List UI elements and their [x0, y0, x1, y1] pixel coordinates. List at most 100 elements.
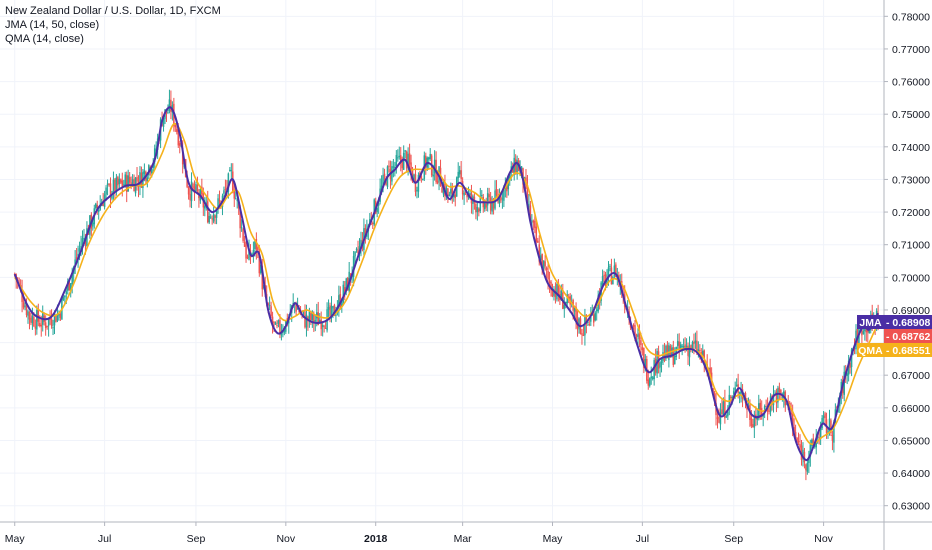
candle-body: [791, 414, 794, 426]
candle-body: [526, 185, 529, 204]
candle-body: [420, 176, 423, 179]
candle-body: [760, 408, 763, 417]
candle-body: [53, 312, 56, 326]
candle-body: [274, 322, 277, 325]
symbol-title[interactable]: New Zealand Dollar / U.S. Dollar, 1D, FX…: [5, 5, 221, 17]
candle-body: [777, 388, 779, 403]
candle-body: [520, 166, 523, 171]
candle-body: [766, 407, 769, 412]
candle-body: [186, 176, 188, 187]
candle-body: [261, 265, 264, 290]
candle-body: [273, 321, 275, 324]
candle-body: [128, 177, 131, 183]
candle-body: [793, 427, 795, 433]
qma-line: [14, 122, 879, 445]
candle-body: [268, 305, 271, 307]
candle-body: [47, 318, 50, 327]
candle-body: [644, 359, 647, 367]
candle-body: [815, 439, 817, 448]
time-tick-label: May: [543, 533, 564, 545]
candle-body: [146, 177, 149, 182]
price-tick-label: 0.70000: [892, 272, 930, 284]
candle-body: [721, 409, 723, 415]
candle-body: [68, 279, 70, 291]
candle-body: [539, 255, 542, 261]
candle-body: [99, 204, 101, 210]
candle-body: [234, 198, 237, 200]
candle-body: [59, 314, 62, 318]
candle-body: [317, 312, 319, 326]
candle-body: [488, 194, 490, 198]
candle-body: [463, 193, 465, 196]
candle-body: [80, 245, 82, 251]
candle-body: [211, 218, 213, 220]
candle-body: [719, 411, 722, 425]
candle-body: [380, 185, 383, 190]
candle-body: [64, 295, 66, 298]
candle-body: [408, 153, 411, 165]
candle-body: [666, 345, 669, 358]
qma-price-tag-label: QMA: [858, 345, 883, 357]
candle-body: [679, 344, 682, 349]
candle-body: [495, 189, 498, 196]
candle-body: [239, 209, 241, 229]
candle-body: [31, 315, 34, 324]
candle-body: [867, 330, 869, 333]
candle-body: [69, 283, 72, 292]
candle-body: [254, 241, 256, 249]
candle-body: [545, 267, 548, 271]
candle-body: [109, 183, 112, 198]
qma-indicator-label[interactable]: QMA (14, close): [5, 33, 84, 45]
price-axis[interactable]: 0.78000 0.77000 0.76000 0.75000 0.74000 0.730…: [883, 0, 930, 550]
candle-body: [193, 186, 196, 193]
qma-price-tag-value: - 0.68551: [886, 345, 931, 357]
candle-body: [223, 190, 225, 194]
candle-body: [676, 340, 679, 346]
candle-body: [511, 166, 514, 173]
candle-body: [344, 287, 346, 292]
candle-body: [690, 345, 692, 351]
candle-body: [593, 314, 595, 323]
candle-body: [341, 303, 343, 308]
candle-body: [797, 441, 800, 443]
candle-body: [862, 331, 865, 334]
candle-body: [581, 333, 583, 335]
time-tick-label: Nov: [276, 533, 295, 545]
time-axis[interactable]: May Jul Sep Nov 2018 Mar May Jul Sep Nov: [0, 521, 932, 545]
candle-body: [314, 320, 317, 322]
candle-body: [401, 160, 403, 169]
candle-body: [702, 350, 704, 358]
candle-body: [500, 196, 502, 201]
candle-body: [697, 349, 700, 353]
candle-body: [148, 165, 150, 176]
candle-body: [123, 184, 125, 186]
candle-body: [95, 203, 97, 208]
candle-body: [58, 313, 60, 316]
candle-body: [189, 194, 191, 201]
candle-body: [607, 267, 610, 277]
candle-body: [65, 291, 68, 295]
candle-body: [217, 198, 219, 209]
candle-body: [806, 462, 809, 472]
candle-body: [550, 281, 552, 291]
candle-body: [531, 220, 533, 222]
candle-body: [429, 154, 431, 160]
candle-body: [846, 373, 848, 376]
candle-body: [383, 173, 386, 177]
price-tick-label: 0.69000: [892, 305, 930, 317]
candle-body: [50, 318, 53, 327]
candle-body: [595, 309, 598, 312]
candle-body: [847, 360, 850, 375]
price-tick-label: 0.71000: [892, 240, 930, 252]
candle-body: [469, 192, 471, 195]
candle-body: [255, 239, 258, 250]
candle-body: [62, 296, 65, 300]
candle-body: [108, 183, 110, 185]
time-tick-label: Mar: [454, 533, 473, 545]
candle-body: [102, 201, 104, 206]
price-tick-label: 0.72000: [892, 207, 930, 219]
jma-indicator-label[interactable]: JMA (14, 50, close): [5, 19, 100, 31]
candle-body: [34, 326, 37, 329]
candle-body: [96, 204, 98, 210]
